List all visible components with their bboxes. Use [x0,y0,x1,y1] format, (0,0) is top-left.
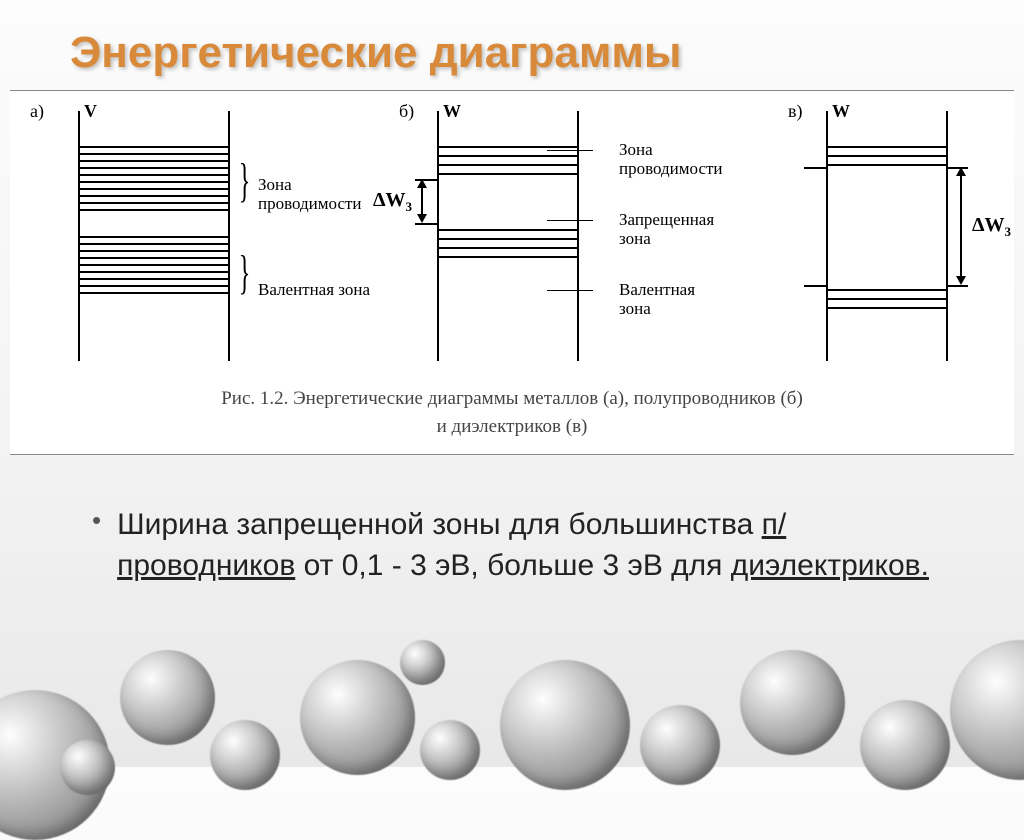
bubble-decoration [500,660,630,790]
zone-label: Зонапроводимости [258,176,362,213]
energy-level-line [78,174,228,176]
leader-line [547,150,593,151]
energy-level-line [437,238,577,240]
brace-icon: } [239,249,251,297]
bubble-decoration [420,720,480,780]
energy-level-line [437,256,577,258]
bubble-decoration [640,705,720,785]
leader-line [547,220,593,221]
energy-level-line [437,247,577,249]
bubble-decoration [740,650,845,755]
brace-icon: } [239,157,251,205]
energy-level-line [826,289,946,291]
axis-letter: W [832,101,850,122]
figure-panel: а)V}}ЗонапроводимостиВалентная зона б)WЗ… [10,90,1014,455]
leader-line [547,290,593,291]
diagram-b: б) W Зонапроводимости Запрещеннаязона Валент… [397,101,737,361]
energy-level-line [78,146,228,148]
bullet-block: • Ширина запрещенной зоны для большинств… [92,505,1024,586]
energy-level-line [78,278,228,280]
gap-tick [804,167,828,169]
energy-level-line [78,153,228,155]
panel-tag: б) [399,101,414,122]
vline [228,111,230,361]
gap-tick [804,285,828,287]
axis-letter: V [84,101,97,122]
gap-arrow-icon [415,179,429,223]
bt-u2: диэлектриков. [731,549,929,582]
energy-level-line [826,155,946,157]
energy-level-line [826,146,946,148]
diagram-a: а)V}}ЗонапроводимостиВалентная зона [28,101,348,361]
bt-1: Ширина запрещенной зоны для большинства [117,508,762,541]
energy-level-line [78,285,228,287]
energy-level-line [78,167,228,169]
energy-level-line [437,229,577,231]
energy-level-line [78,236,228,238]
energy-level-line [78,257,228,259]
bullet-text: Ширина запрещенной зоны для большинства … [117,505,937,586]
diagram-c: в)W ΔW3 [786,101,996,361]
delta-w-label: ΔW3 [972,214,1011,240]
energy-level-line [78,202,228,204]
vline [577,111,579,361]
energy-level-line [826,307,946,309]
caption-line-2: и диэлектриков (в) [22,413,1002,441]
gap-tick [946,285,968,287]
bubble-decoration [60,740,115,795]
bubble-decoration [860,700,950,790]
energy-level-line [78,250,228,252]
vline [437,111,439,361]
gap-tick [415,223,439,225]
vline [826,111,828,361]
energy-level-line [78,160,228,162]
energy-level-line [78,195,228,197]
energy-level-line [78,292,228,294]
gap-arrow-icon [954,167,968,285]
zone-label: Запрещеннаязона [619,211,714,248]
energy-level-line [437,164,577,166]
zone-label: Валентная зона [258,281,370,300]
bubble-decoration [210,720,280,790]
diagrams-row: а)V}}ЗонапроводимостиВалентная зона б)WЗ… [22,101,1002,361]
axis-letter: W [443,101,461,122]
caption-line-1: Рис. 1.2. Энергетические диаграммы метал… [22,385,1002,413]
energy-level-line [437,155,577,157]
zone-label: Зонапроводимости [619,141,723,178]
vline [946,111,948,361]
energy-level-line [826,298,946,300]
energy-level-line [437,146,577,148]
bubble-decoration [950,640,1024,780]
bubble-decoration [300,660,415,775]
energy-level-line [78,243,228,245]
energy-level-line [437,173,577,175]
bubble-decoration [400,640,445,685]
zone-label: Валентнаязона [619,281,695,318]
energy-level-line [78,188,228,190]
delta-w-label: ΔW3 [373,189,412,215]
figure-caption: Рис. 1.2. Энергетические диаграммы метал… [22,385,1002,440]
slide-title: Энергетические диаграммы [0,0,1024,90]
bullet-dot: • [92,505,101,536]
energy-level-line [78,264,228,266]
energy-level-line [78,181,228,183]
panel-tag: а) [30,101,44,122]
gap-tick [946,167,968,169]
energy-level-line [78,271,228,273]
energy-level-line [826,164,946,166]
panel-tag: в) [788,101,803,122]
energy-level-line [78,209,228,211]
gap-tick [415,179,439,181]
bt-2: от 0,1 - 3 эВ, больше 3 эВ для [295,549,731,582]
bubble-decoration [120,650,215,745]
